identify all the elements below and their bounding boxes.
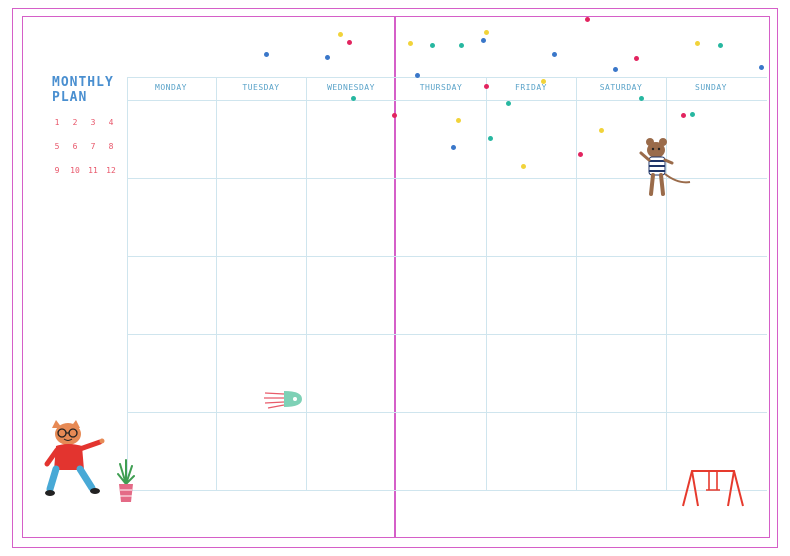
page-outer-frame: [12, 8, 778, 548]
day-header-monday: MONDAY: [155, 83, 187, 92]
month-number[interactable]: 5: [54, 142, 60, 151]
day-header-saturday: SATURDAY: [599, 83, 643, 92]
day-header-friday: FRIDAY: [515, 83, 547, 92]
grid-row-line: [127, 334, 767, 335]
grid-row-line: [127, 77, 767, 78]
book-spine: [394, 16, 396, 538]
month-number[interactable]: 10: [70, 166, 80, 175]
month-number[interactable]: 12: [106, 166, 116, 175]
month-number[interactable]: 2: [72, 118, 78, 127]
month-number[interactable]: 11: [88, 166, 98, 175]
grid-column-line: [127, 77, 128, 491]
plant-pot-illustration: [117, 459, 135, 502]
grid-column-line: [306, 77, 307, 491]
month-number[interactable]: 7: [90, 142, 96, 151]
day-header-thursday: THURSDAY: [419, 83, 463, 92]
grid-row-line: [127, 178, 767, 179]
month-number[interactable]: 6: [72, 142, 78, 151]
day-header-wednesday: WEDNESDAY: [327, 83, 375, 92]
swing-set-illustration: [682, 470, 744, 507]
month-number[interactable]: 1: [54, 118, 60, 127]
grid-column-line: [486, 77, 487, 491]
grid-column-line: [576, 77, 577, 491]
cat-illustration: [44, 420, 105, 496]
grid-row-line: [127, 100, 767, 101]
mouse-illustration: [639, 138, 691, 196]
month-number[interactable]: 9: [54, 166, 60, 175]
grid-row-line: [127, 412, 767, 413]
grid-row-line: [127, 490, 767, 491]
month-number[interactable]: 8: [108, 142, 114, 151]
planner-title: MONTHLY PLAN: [52, 75, 114, 105]
jellyfish-illustration: [264, 391, 302, 409]
page-inner-frame: [22, 16, 770, 538]
grid-column-line: [666, 77, 667, 491]
grid-row-line: [127, 256, 767, 257]
month-number[interactable]: 4: [108, 118, 114, 127]
grid-column-line: [216, 77, 217, 491]
day-header-tuesday: TUESDAY: [242, 83, 280, 92]
month-number[interactable]: 3: [90, 118, 96, 127]
day-header-sunday: SUNDAY: [695, 83, 727, 92]
